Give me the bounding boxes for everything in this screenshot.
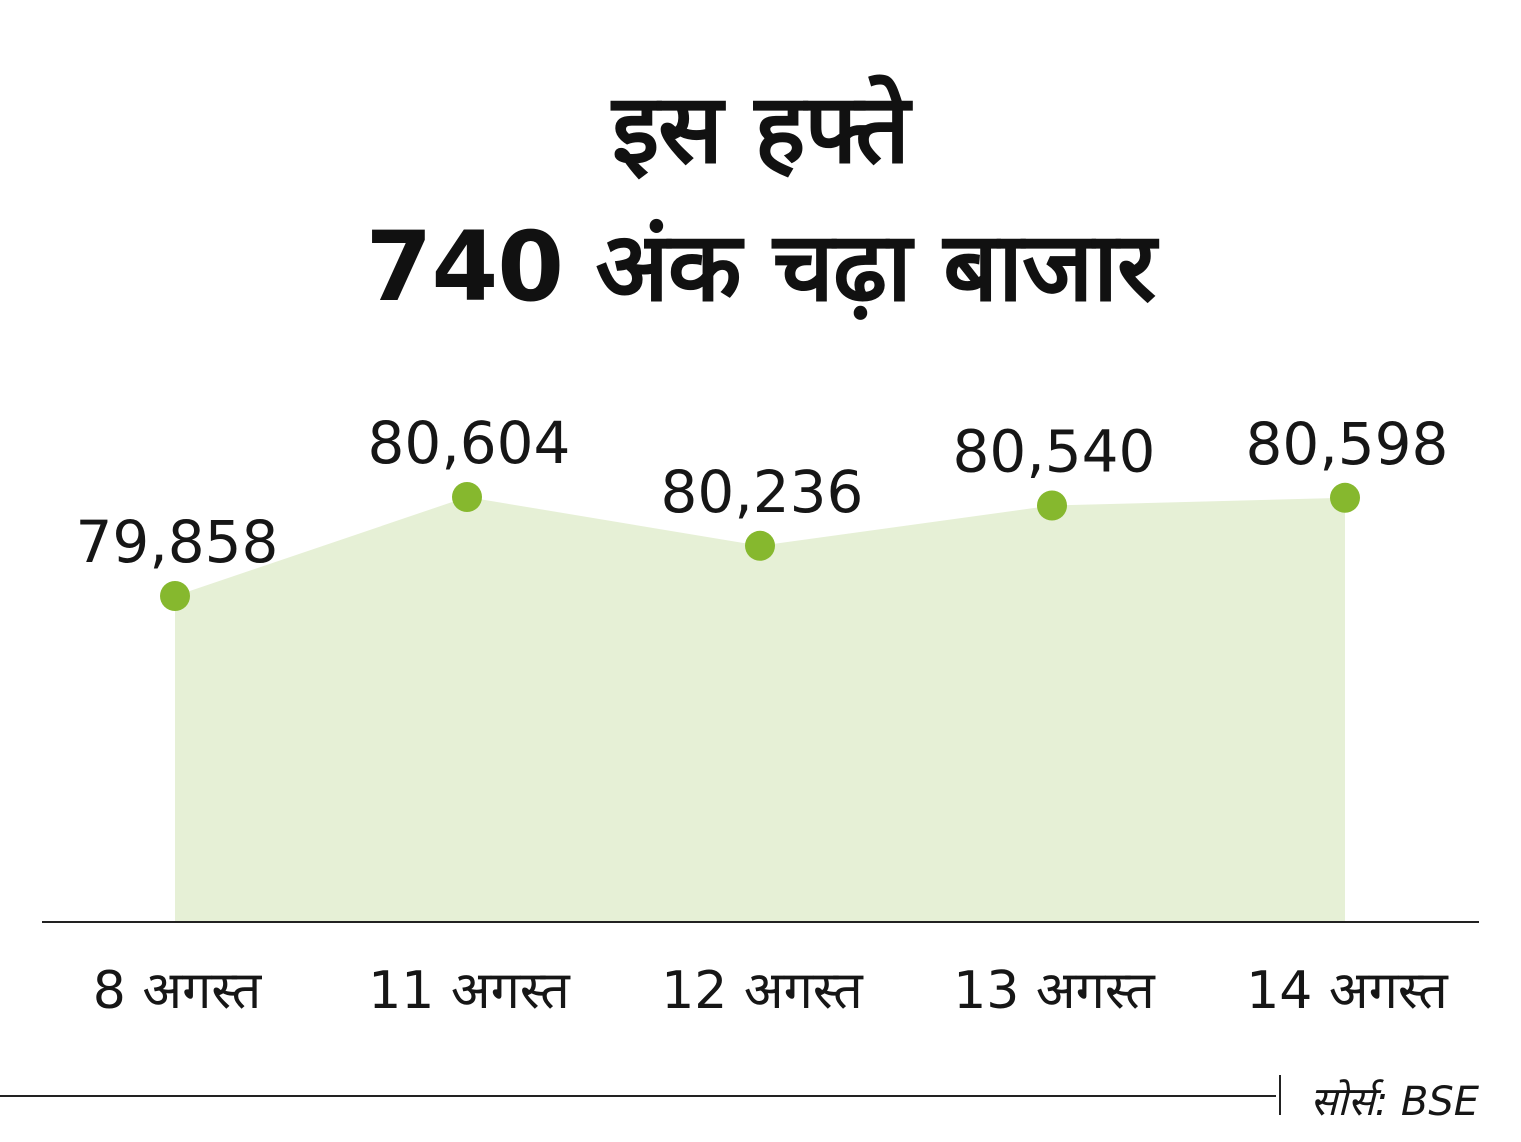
x-tick-label: 8 अगस्त	[93, 961, 263, 1021]
value-label: 80,598	[1246, 410, 1449, 478]
x-tick-label: 12 अगस्त	[661, 961, 864, 1021]
value-label: 80,236	[661, 458, 864, 526]
data-point	[452, 482, 482, 512]
data-point	[1330, 482, 1360, 513]
chart-title-line-2: 740 अंक चढ़ा बाजार	[365, 211, 1157, 323]
data-point	[745, 530, 775, 561]
x-tick-label: 13 अगस्त	[953, 961, 1156, 1021]
x-tick-label: 11 अगस्त	[368, 961, 571, 1021]
x-tick-labels: 8 अगस्त 11 अगस्त 12 अगस्त 13 अगस्त 14 अगस्त	[93, 961, 1449, 1021]
data-points	[160, 482, 1360, 611]
x-tick-label: 14 अगस्त	[1246, 961, 1449, 1021]
chart-title: इस हफ्ते 740 अंक चढ़ा बाजार	[0, 60, 1521, 336]
value-label: 79,858	[76, 508, 279, 576]
value-label: 80,540	[953, 418, 1156, 486]
area-fill	[175, 497, 1345, 922]
data-point	[1037, 490, 1067, 521]
value-labels: 79,858 80,604 80,236 80,540 80,598	[76, 409, 1449, 576]
chart-title-line-1: इस हफ्ते	[612, 73, 910, 185]
data-point	[160, 581, 190, 611]
value-label: 80,604	[368, 409, 571, 477]
source-note: सोर्स: BSE	[1310, 1079, 1479, 1125]
